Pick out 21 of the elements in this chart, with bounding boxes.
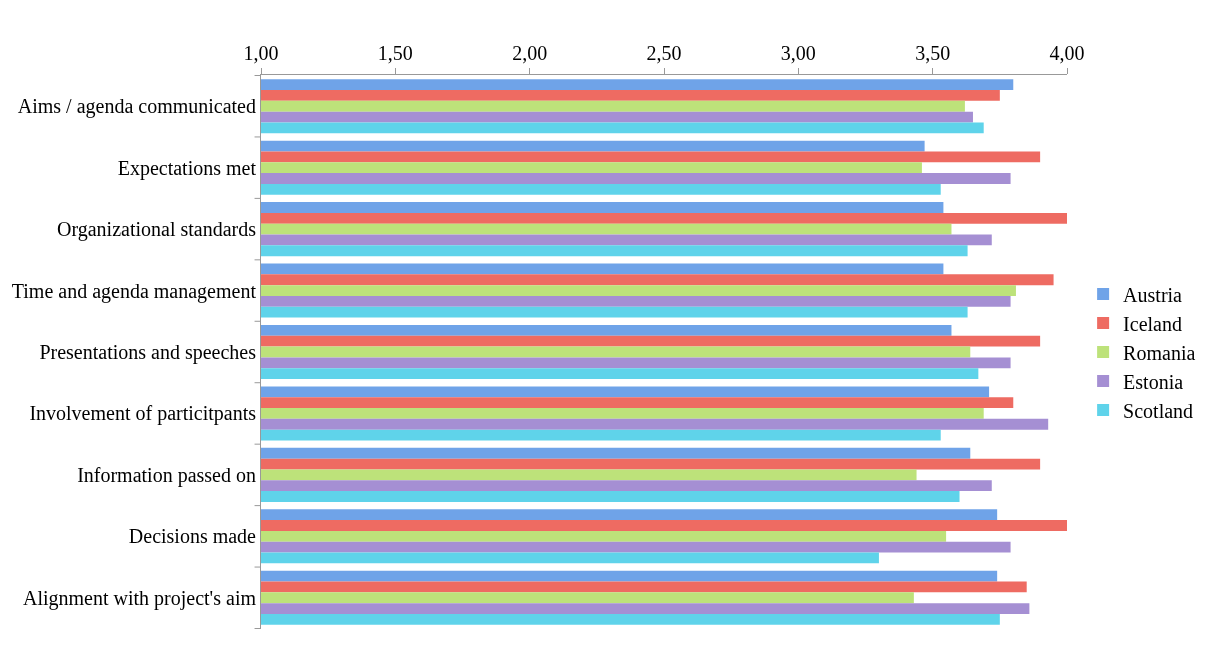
y-tick-label: Expectations met xyxy=(117,156,257,180)
x-tick-label: 2,50 xyxy=(646,42,682,64)
x-tick-label: 1,50 xyxy=(377,42,413,64)
legend-label: Scotland xyxy=(1123,399,1194,422)
y-tick-label: Information passed on xyxy=(77,463,256,487)
y-tick-label: Involvement of particitpants xyxy=(29,402,257,426)
x-tick-label: 1,00 xyxy=(243,42,279,64)
y-tick-label: Presentations and speeches xyxy=(39,341,257,364)
x-tick-label: 2,00 xyxy=(512,42,548,64)
y-tick-label: Organizational standards xyxy=(56,218,257,242)
y-tick-label: Decisions made xyxy=(128,525,257,548)
legend-label: Austria xyxy=(1123,283,1183,306)
legend-label: Estonia xyxy=(1123,370,1184,393)
x-tick-label: 3,50 xyxy=(915,42,951,64)
x-tick-label: 3,00 xyxy=(780,42,816,64)
y-tick-label: Aims / agenda communicated xyxy=(17,95,256,119)
legend-label: Iceland xyxy=(1123,312,1182,335)
x-tick-label: 4,00 xyxy=(1049,42,1085,64)
y-tick-label: Alignment with project's aim xyxy=(22,586,257,610)
y-tick-label: Time and agenda management xyxy=(11,279,257,303)
legend-label: Romania xyxy=(1123,341,1196,364)
